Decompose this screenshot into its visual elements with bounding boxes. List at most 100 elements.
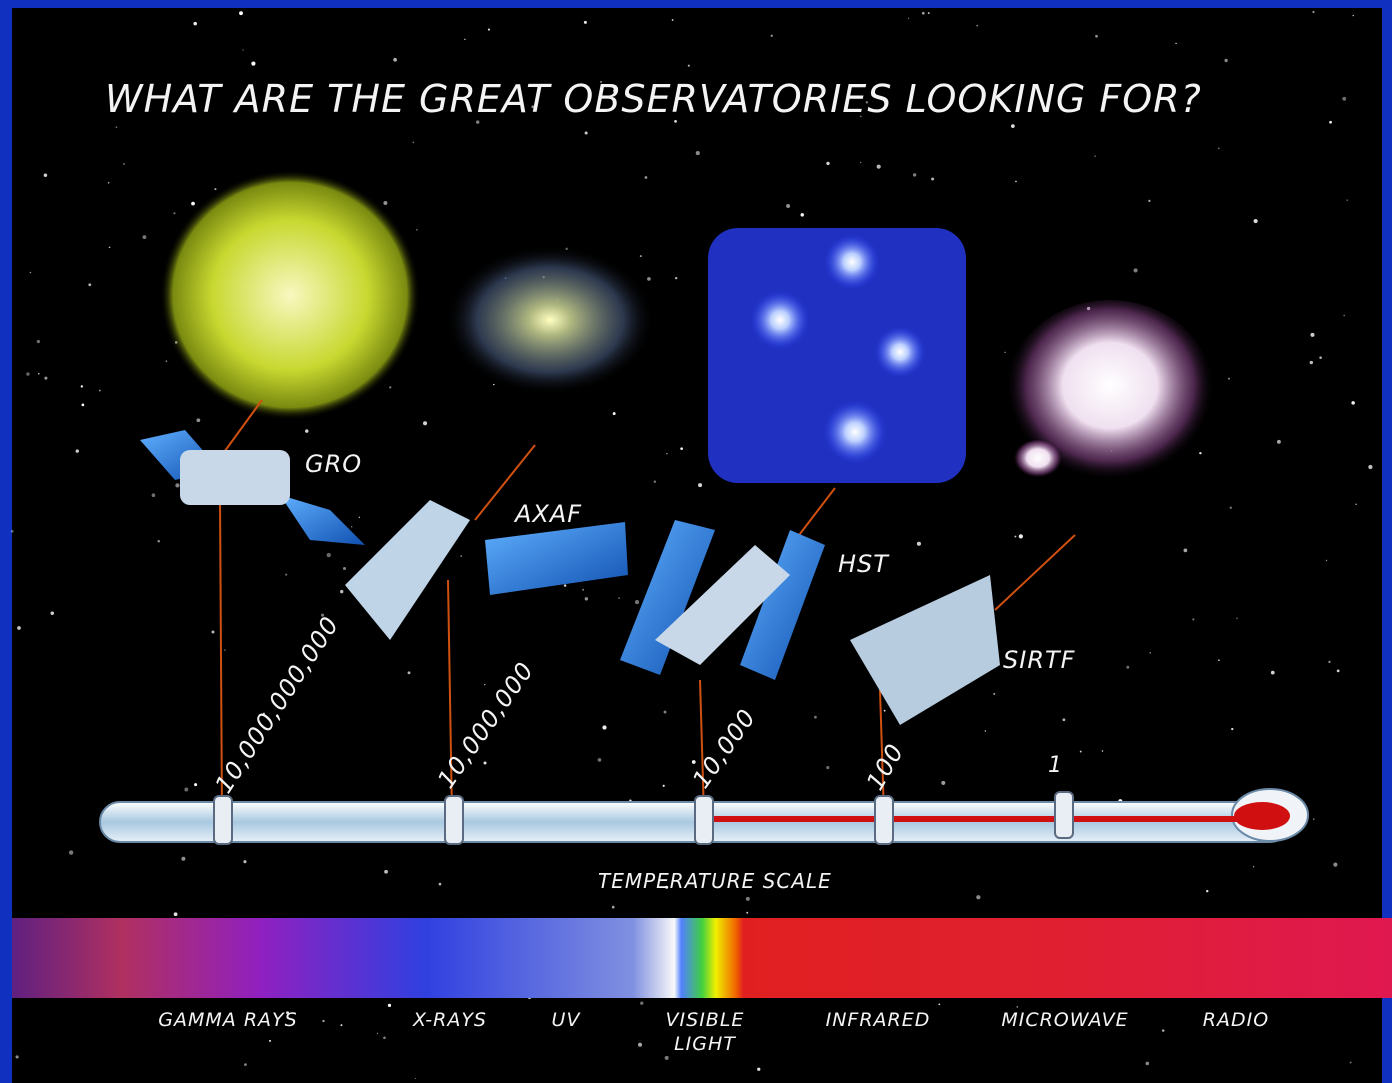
star: [81, 403, 85, 407]
star: [416, 229, 418, 231]
star: [98, 389, 101, 392]
star: [745, 896, 750, 901]
star: [695, 151, 700, 156]
star: [173, 212, 176, 215]
star: [387, 1003, 392, 1008]
star: [662, 784, 665, 787]
star: [531, 105, 535, 109]
star: [285, 573, 288, 576]
observatory-name: SIRTF: [1003, 646, 1076, 674]
star: [383, 201, 388, 205]
star: [698, 483, 703, 488]
scale-rings: [213, 791, 1074, 845]
star: [326, 552, 331, 558]
star: [37, 372, 40, 375]
star: [824, 234, 880, 290]
star: [44, 376, 48, 380]
pointer: [447, 579, 453, 816]
solar-panel: [620, 520, 715, 675]
star: [75, 449, 79, 453]
star: [1346, 199, 1349, 201]
crab-nebula: [160, 170, 420, 420]
gro-satellite: [140, 430, 365, 545]
star: [674, 120, 677, 123]
star: [874, 326, 926, 378]
star: [88, 283, 92, 287]
star: [611, 905, 615, 909]
star: [286, 1011, 290, 1015]
ring: [874, 795, 894, 845]
star: [108, 246, 111, 249]
star: [320, 613, 325, 617]
spectrum-label: INFRARED: [826, 1009, 931, 1031]
star: [191, 201, 195, 206]
star: [224, 649, 226, 651]
star: [639, 255, 642, 258]
pointer: [221, 399, 263, 456]
temperature-label: 1: [1048, 753, 1063, 778]
spectrum-bar: [12, 918, 1392, 998]
star: [800, 213, 804, 217]
star: [10, 529, 14, 533]
star: [50, 611, 54, 615]
star: [414, 1077, 417, 1080]
star: [1352, 14, 1355, 17]
star: [487, 28, 490, 31]
star: [865, 101, 869, 104]
ring: [1054, 791, 1074, 839]
star: [826, 161, 830, 166]
star: [1252, 866, 1255, 868]
star: [1175, 42, 1177, 44]
star: [305, 429, 309, 433]
star: [583, 20, 587, 24]
star: [358, 516, 361, 519]
star: [647, 277, 651, 281]
star: [483, 761, 487, 765]
star: [644, 176, 648, 179]
star: [29, 271, 32, 274]
star: [770, 34, 773, 37]
star: [384, 869, 388, 874]
star: [1145, 1061, 1150, 1066]
star: [1018, 534, 1023, 539]
scale-label: TEMPERATURE SCALE: [598, 869, 832, 893]
star: [613, 88, 618, 93]
star: [876, 164, 881, 169]
star: [1133, 268, 1138, 273]
star: [251, 61, 256, 66]
star: [376, 1032, 379, 1034]
star: [912, 173, 917, 177]
star: [687, 64, 690, 67]
star: [460, 555, 462, 557]
star: [1349, 1061, 1352, 1064]
star: [860, 115, 862, 118]
spectrum-label: MICROWAVE: [1001, 1009, 1128, 1031]
spiral-galaxy: [445, 245, 655, 395]
star: [1225, 1023, 1229, 1026]
star: [1062, 718, 1066, 722]
observatory-name: GRO: [305, 450, 362, 478]
star: [1312, 10, 1315, 14]
star: [680, 447, 683, 451]
star: [15, 1055, 19, 1059]
star: [194, 783, 198, 787]
star: [1149, 652, 1151, 654]
star: [1016, 1006, 1018, 1008]
pointer: [879, 689, 885, 816]
star: [664, 1055, 669, 1060]
nebula-knot: [1013, 440, 1063, 480]
star: [1270, 670, 1275, 675]
star: [1319, 356, 1322, 359]
pointer: [699, 679, 705, 816]
star: [984, 730, 987, 732]
star: [757, 1067, 761, 1071]
star: [483, 683, 486, 686]
star: [666, 453, 668, 455]
star: [340, 1024, 343, 1027]
star: [1183, 548, 1188, 553]
star: [814, 715, 817, 719]
body: [850, 575, 1000, 725]
title: WHAT ARE THE GREAT OBSERVATORIES LOOKING…: [105, 77, 1202, 121]
body: [180, 450, 290, 505]
